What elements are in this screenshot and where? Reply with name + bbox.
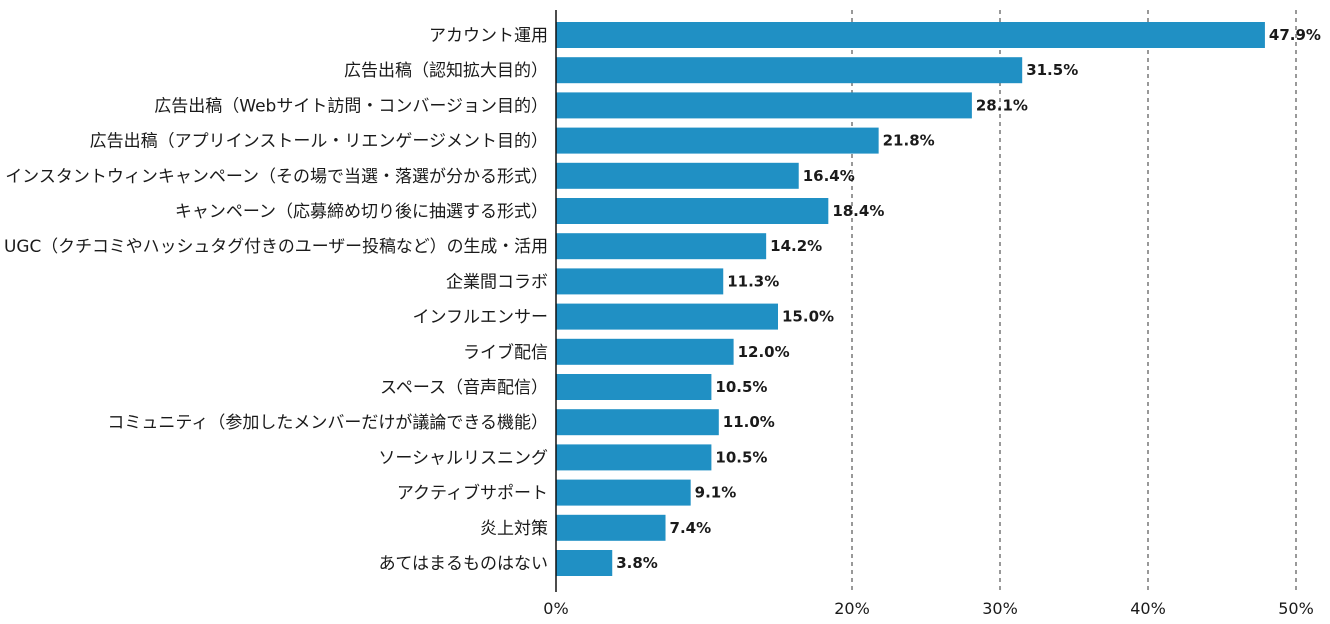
- bar: [556, 374, 712, 400]
- category-label: 広告出稿（認知拡大目的）: [344, 61, 548, 81]
- category-label: UGC（クチコミやハッシュタグ付きのユーザー投稿など）の生成・活用: [4, 237, 548, 257]
- bar: [556, 22, 1265, 48]
- bar: [556, 303, 778, 330]
- category-label: アクティブサポート: [397, 483, 548, 504]
- x-tick-label: 50%: [1278, 599, 1314, 618]
- category-label: アカウント運用: [429, 26, 548, 46]
- x-tick-label: 20%: [834, 599, 870, 618]
- value-label: 10.5%: [715, 448, 767, 466]
- category-label: 広告出稿（Webサイト訪問・コンバージョン目的）: [154, 96, 548, 116]
- bar: [556, 162, 799, 189]
- category-label: 広告出稿（アプリインストール・リエンゲージメント目的）: [90, 132, 548, 152]
- x-axis-tick-labels: 0% 20% 30% 40% 50%: [543, 599, 1313, 618]
- x-tick-label: 0%: [543, 599, 568, 618]
- bar: [556, 514, 666, 541]
- value-label: 21.8%: [883, 132, 935, 150]
- value-label: 7.4%: [670, 519, 712, 537]
- bar: [556, 444, 712, 471]
- category-label: あてはまるものはない: [379, 554, 548, 574]
- x-tick-label: 30%: [982, 599, 1018, 618]
- category-label: 企業間コラボ: [446, 272, 548, 292]
- value-label: 16.4%: [803, 167, 855, 185]
- bar: [556, 550, 613, 576]
- value-label: 9.1%: [695, 484, 737, 502]
- value-label: 14.2%: [770, 237, 822, 255]
- category-label: コミュニティ（参加したメンバーだけが議論できる機能）: [107, 413, 548, 433]
- value-label: 3.8%: [616, 554, 658, 572]
- value-label: 11.0%: [723, 413, 775, 431]
- category-label: キャンペーン（応募締め切り後に抽選する形式）: [175, 202, 548, 222]
- x-tick-label: 40%: [1130, 599, 1166, 618]
- bar: [556, 479, 691, 506]
- bar: [556, 127, 879, 154]
- value-labels: 47.9% 31.5% 28.1% 21.8% 16.4% 18.4% 14.2% 11.3%…: [616, 26, 1321, 572]
- bar: [556, 233, 767, 260]
- bar: [556, 57, 1023, 84]
- value-label: 12.0%: [738, 343, 790, 361]
- value-label: 15.0%: [782, 308, 834, 326]
- value-label: 11.3%: [727, 272, 779, 290]
- bar: [556, 338, 734, 365]
- category-label: ライブ配信: [463, 342, 548, 363]
- bar: [556, 268, 724, 295]
- bar: [556, 409, 719, 436]
- value-label: 47.9%: [1269, 26, 1321, 44]
- value-label: 18.4%: [832, 202, 884, 220]
- bar: [556, 92, 972, 119]
- value-label: 10.5%: [715, 378, 767, 396]
- category-label: インスタントウィンキャンペーン（その場で当選・落選が分かる形式）: [5, 167, 548, 187]
- bars: [556, 22, 1265, 576]
- value-label: 31.5%: [1026, 61, 1078, 79]
- category-label: 炎上対策: [480, 519, 548, 539]
- category-label: ソーシャルリスニング: [378, 448, 548, 468]
- bar: [556, 198, 829, 224]
- category-label: インフルエンサー: [413, 308, 549, 328]
- value-label: 28.1%: [976, 96, 1028, 114]
- category-label: スペース（音声配信）: [380, 378, 548, 398]
